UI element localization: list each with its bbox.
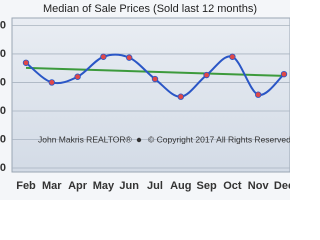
trend-line <box>25 66 285 77</box>
marker <box>280 70 288 78</box>
y-tick-label: 0 <box>0 162 6 174</box>
marker <box>74 73 81 80</box>
x-tick-label: Nov <box>248 180 270 192</box>
y-tick-label: 0 <box>0 105 6 117</box>
x-tick-label: Jul <box>147 180 163 192</box>
y-tick-label: 0 <box>0 48 6 60</box>
x-tick-label: Feb <box>16 180 36 192</box>
x-tick-label: Aug <box>170 180 191 192</box>
x-tick-label: Dec <box>274 180 290 192</box>
marker <box>48 79 55 86</box>
x-tick-label: Jun <box>119 180 139 192</box>
marker <box>229 53 236 60</box>
marker <box>177 93 184 100</box>
x-tick-label: Oct <box>223 180 242 192</box>
marker <box>22 59 30 66</box>
x-tick-label: Sep <box>197 180 217 192</box>
x-tick-label: May <box>93 180 115 192</box>
y-tick-label: 0 <box>0 76 6 88</box>
y-tick-label: 0 <box>0 133 6 145</box>
watermark: © Copyright 2017 All Rights Reserved <box>148 134 290 144</box>
chart: Median of Sale Prices (Sold last 12 mont… <box>0 0 290 200</box>
watermark-dot <box>136 137 142 143</box>
chart-title: Median of Sale Prices (Sold last 12 mont… <box>43 3 257 15</box>
marker <box>125 54 133 61</box>
marker <box>255 91 262 98</box>
marker <box>151 75 159 83</box>
marker <box>203 71 210 79</box>
y-tick-label: 0 <box>0 19 6 31</box>
x-tick-label: Mar <box>42 180 62 192</box>
marker <box>100 53 107 60</box>
x-tick-label: Apr <box>68 180 88 192</box>
plot-area <box>11 17 290 173</box>
watermark: John Makris REALTOR® <box>38 134 133 144</box>
